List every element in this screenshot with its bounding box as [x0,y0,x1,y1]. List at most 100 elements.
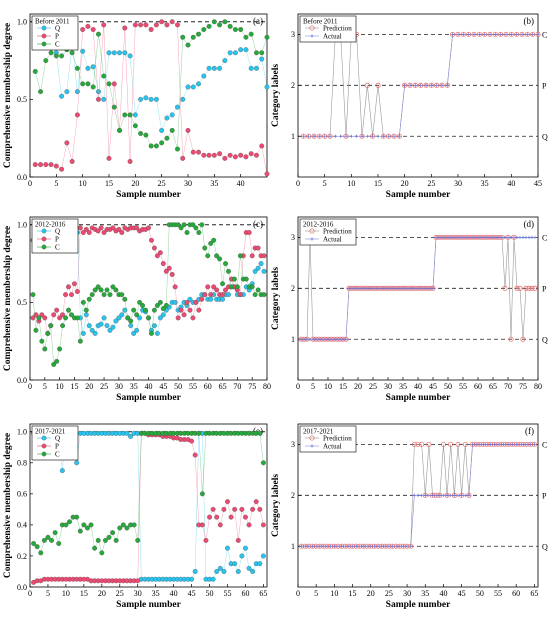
legend-label: Actual [323,236,342,244]
y-tick-label: 1.0 [17,428,27,437]
data-point [137,299,143,305]
x-tick-label: 20 [131,179,139,188]
category-label: C [542,233,547,242]
x-tick-label: 20 [367,589,375,598]
prediction-point [428,82,434,88]
x-tick-label: 55 [189,382,197,391]
data-point [184,230,190,235]
x-tick-label: 45 [159,382,167,391]
data-point [227,50,233,56]
data-point [217,22,223,28]
data-point [237,253,243,259]
data-point [159,140,165,146]
legend-marker [41,244,47,250]
data-point [119,230,125,235]
data-point [261,253,267,259]
data-point [164,115,170,121]
data-point [69,159,75,164]
data-point [74,112,80,118]
data-point [101,230,107,235]
prediction-point [448,441,454,447]
prediction-point [375,82,381,88]
x-tick-label: 30 [134,589,142,598]
data-point [63,292,69,298]
data-point [201,73,207,79]
data-point [117,127,122,133]
y-tick-label: 0.6 [17,490,27,499]
legend-title: 2012-2016 [35,221,66,229]
y-tick-label: 0.0 [17,173,27,182]
data-point [96,96,101,102]
legend-marker [41,25,47,31]
data-point [60,323,66,329]
x-tick-label: 60 [204,382,212,391]
data-point [127,53,133,59]
data-point [255,287,261,293]
data-point [211,65,217,71]
prediction-point [455,31,461,37]
legend-label: Q [55,435,60,443]
data-point [260,460,266,466]
data-point [190,34,196,40]
data-point [217,565,223,571]
x-tick-label: 25 [427,179,435,188]
legend-marker [41,228,47,234]
data-point [57,346,63,352]
prediction-point [380,133,386,139]
prediction-point [502,285,508,291]
data-point [249,284,255,290]
data-point [83,312,89,318]
legend-marker [41,236,47,242]
prediction-point [519,31,525,37]
data-point [95,228,101,234]
data-point [210,506,216,512]
y-axis-label: Comprehensive membership degree [3,433,13,578]
data-point [128,323,134,329]
y-tick-label: 0.2 [17,552,27,561]
x-tick-label: 80 [534,382,542,391]
prediction-point [508,336,514,342]
data-point [255,265,261,271]
data-point [261,292,267,298]
data-point [196,430,202,436]
x-tick-label: 25 [385,589,393,598]
x-tick-label: 15 [80,589,88,598]
data-point [98,225,104,231]
legend-label: Q [55,25,60,33]
data-point [51,312,57,318]
data-point [124,430,130,436]
x-tick-label: 65 [530,589,538,598]
data-point [143,132,149,138]
data-point [122,307,128,313]
data-point [185,127,191,133]
data-point [254,50,259,56]
data-point [243,154,249,160]
data-point [192,452,198,458]
x-tick-label: 40 [414,382,422,391]
data-point [259,50,265,56]
data-point [206,152,212,158]
prediction-point [439,82,445,88]
data-point [248,65,254,71]
data-point [220,292,226,298]
x-tick-label: 50 [444,382,452,391]
data-point [104,287,110,293]
data-point [63,522,69,528]
legend-label: Actual [323,33,342,41]
prediction-point [423,82,429,88]
data-point [225,499,230,505]
y-tick-label: 1 [291,542,295,551]
data-point [92,287,98,293]
prediction-point [450,31,456,37]
data-point [160,306,166,312]
data-point [199,491,205,497]
x-tick-label: 5 [43,382,47,391]
x-tick-label: 0 [296,382,300,391]
prediction-point [311,133,317,139]
prediction-point [364,82,370,88]
data-point [220,281,226,287]
data-point [181,312,187,318]
chart-panel: 0 5 10 15 20 25 30 35 40 45 50 55 60 65 1 2 3 Q P C Sample n… [271,423,548,610]
data-point [196,81,201,87]
prediction-point [300,133,306,139]
